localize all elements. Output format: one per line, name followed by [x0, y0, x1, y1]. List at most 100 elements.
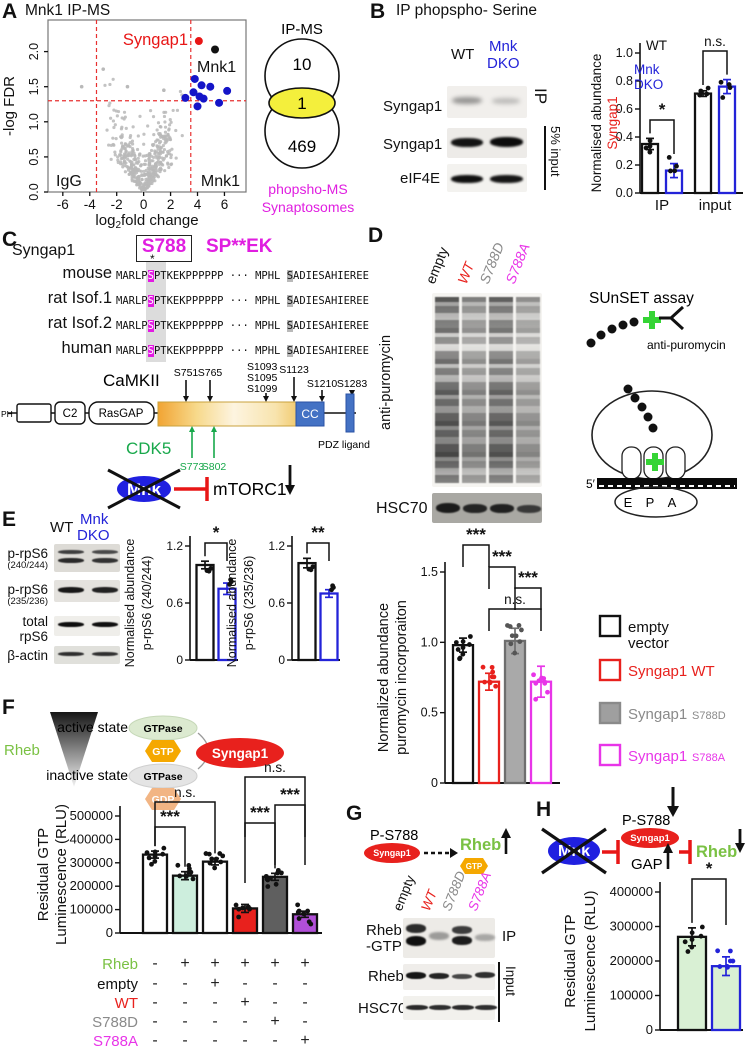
- svg-text:0.5: 0.5: [421, 706, 438, 720]
- b_bar-chart: 0.0 0.2 0.4 0.6 0.8 1.0 Normalised abundance Sy…: [589, 34, 743, 214]
- svg-text:Mnk: Mnk: [634, 62, 660, 77]
- svg-text:***: ***: [160, 807, 180, 826]
- blot-band: [92, 550, 118, 554]
- h-up-arrow: [663, 843, 673, 853]
- svg-text:n.s.: n.s.: [504, 592, 526, 607]
- f-table-row-label: S788A: [92, 1033, 138, 1049]
- svg-text:input: input: [699, 197, 732, 214]
- puromycin-lane: [516, 297, 540, 483]
- blot-band: [463, 504, 487, 513]
- pdz-ligand-box: [345, 393, 355, 433]
- svg-text:0.6: 0.6: [616, 102, 633, 116]
- gtp-hexagon: [145, 740, 181, 762]
- blot-band: [475, 1005, 497, 1010]
- alignment-sequence: MARLPSPTKEKPPPPPP ··· MPHL SADIESAHIEREE: [116, 270, 369, 282]
- pdz-ligand-label: PDZ ligand: [318, 439, 370, 451]
- blot-band: [406, 924, 426, 933]
- e-row3-sub: rpS6: [19, 629, 48, 644]
- site-s773: S773: [180, 461, 205, 473]
- svg-text:0.2: 0.2: [616, 158, 633, 172]
- blot-band: [58, 587, 84, 593]
- ribosome-diagram: 5′ E P A: [586, 384, 737, 518]
- f-table-value: -: [152, 994, 158, 1011]
- site-s802: S802: [202, 461, 227, 473]
- f-table-row-label: Rheb: [102, 956, 138, 973]
- blot-band: [490, 137, 523, 147]
- activity-gradient-wedge: [50, 712, 98, 787]
- svg-text:Normalised abundance: Normalised abundance: [225, 539, 239, 668]
- ph-domain-box: [16, 403, 52, 423]
- panel-a-label: A: [2, 0, 18, 23]
- svg-text:Mnk1: Mnk1: [197, 59, 236, 76]
- svg-text:400000: 400000: [610, 884, 653, 899]
- blot-band: [429, 1005, 451, 1010]
- d_bar-bar-2: [503, 639, 527, 785]
- h-down-arrow-2: [735, 843, 745, 853]
- panel-c-label: C: [2, 228, 18, 251]
- gtpase-active-label: GTPase: [143, 723, 182, 735]
- g-lane-wt: WT: [418, 887, 440, 913]
- ph-domain-label: PH: [1, 409, 13, 419]
- svg-text:***: ***: [466, 525, 486, 544]
- svg-text:Residual GTP: Residual GTP: [35, 828, 52, 921]
- e_bar2-bar-0: [297, 561, 317, 662]
- g-ps788-label: P-S788: [370, 828, 418, 844]
- b-lane-wt: WT: [451, 46, 475, 63]
- puromycin-in-psite-icon: [652, 453, 658, 471]
- camkii-label: CaMKII: [103, 371, 160, 390]
- panel-e-label: E: [2, 508, 17, 531]
- svg-text:-4: -4: [84, 197, 96, 212]
- g-ip-label: IP: [502, 928, 517, 945]
- svg-text:Syngap1 WT: Syngap1 WT: [628, 663, 715, 680]
- svg-text:1.0: 1.0: [616, 46, 633, 60]
- site-s1210: S1210: [307, 378, 338, 390]
- up-arrow-icon: [501, 828, 511, 838]
- f-table-value: -: [182, 1013, 188, 1030]
- g-input-bracket: [498, 962, 500, 1022]
- b-lane-mnk: Mnk: [489, 38, 518, 55]
- alignment-sequence: MARLPSPTKEKPPPPPP ··· MPHL SADIESAHIEREE: [116, 345, 369, 357]
- svg-text:IP: IP: [655, 197, 669, 214]
- blot-band: [492, 98, 520, 104]
- blot-band: [475, 972, 495, 978]
- f_bar-bar-0: [141, 853, 169, 935]
- blot-band: [92, 587, 118, 593]
- f-table-value: -: [152, 975, 158, 992]
- g-row1a-label: Rheb: [366, 922, 402, 939]
- h-syngap1-oval: [621, 828, 679, 848]
- svg-text:300000: 300000: [610, 919, 653, 934]
- h-pathway-diagram: P-S788 Mnk Syngap1 GAP Rheb: [541, 787, 745, 875]
- h-syngap1-label: Syngap1: [630, 833, 670, 844]
- active-state-label: active state: [57, 719, 128, 735]
- b-lane-dko: DKO: [487, 55, 520, 72]
- blot-band: [452, 1005, 474, 1010]
- svg-text:log2fold change: log2fold change: [95, 212, 198, 231]
- site-s1283: S1283: [337, 378, 368, 390]
- d_bar-bar-1: [477, 680, 501, 785]
- svg-text:0: 0: [140, 197, 148, 212]
- svg-text:***: ***: [280, 785, 300, 804]
- svg-text:0.6: 0.6: [268, 596, 285, 610]
- venn-overlap-count: 1: [297, 94, 306, 113]
- alignment-species-label: mouse: [62, 264, 112, 282]
- gtpase-inactive-label: GTPase: [143, 771, 182, 783]
- panel-b-label: B: [370, 0, 386, 23]
- cdk5-label: CDK5: [126, 439, 171, 458]
- site-s751: S751: [174, 367, 199, 379]
- f-table-value: -: [302, 994, 308, 1011]
- gdp-hexagon: [145, 788, 181, 810]
- dashed-arrow-icon: [450, 848, 458, 858]
- blot-band: [92, 622, 118, 627]
- blot-band: [429, 932, 449, 940]
- c2-domain-box: [54, 401, 86, 425]
- mnk1-point: [211, 45, 220, 54]
- svg-text:0.0: 0.0: [616, 186, 633, 200]
- svg-text:1.0: 1.0: [421, 635, 438, 649]
- c-site-box: S788: [136, 235, 192, 262]
- svg-text:0: 0: [646, 1022, 653, 1037]
- alignment-species-label: rat Isof.1: [47, 289, 112, 307]
- e-row2-sub: (235/236): [7, 596, 48, 607]
- blot-band: [436, 503, 460, 513]
- f-table-value: -: [272, 1032, 278, 1049]
- svg-text:*: *: [706, 859, 713, 878]
